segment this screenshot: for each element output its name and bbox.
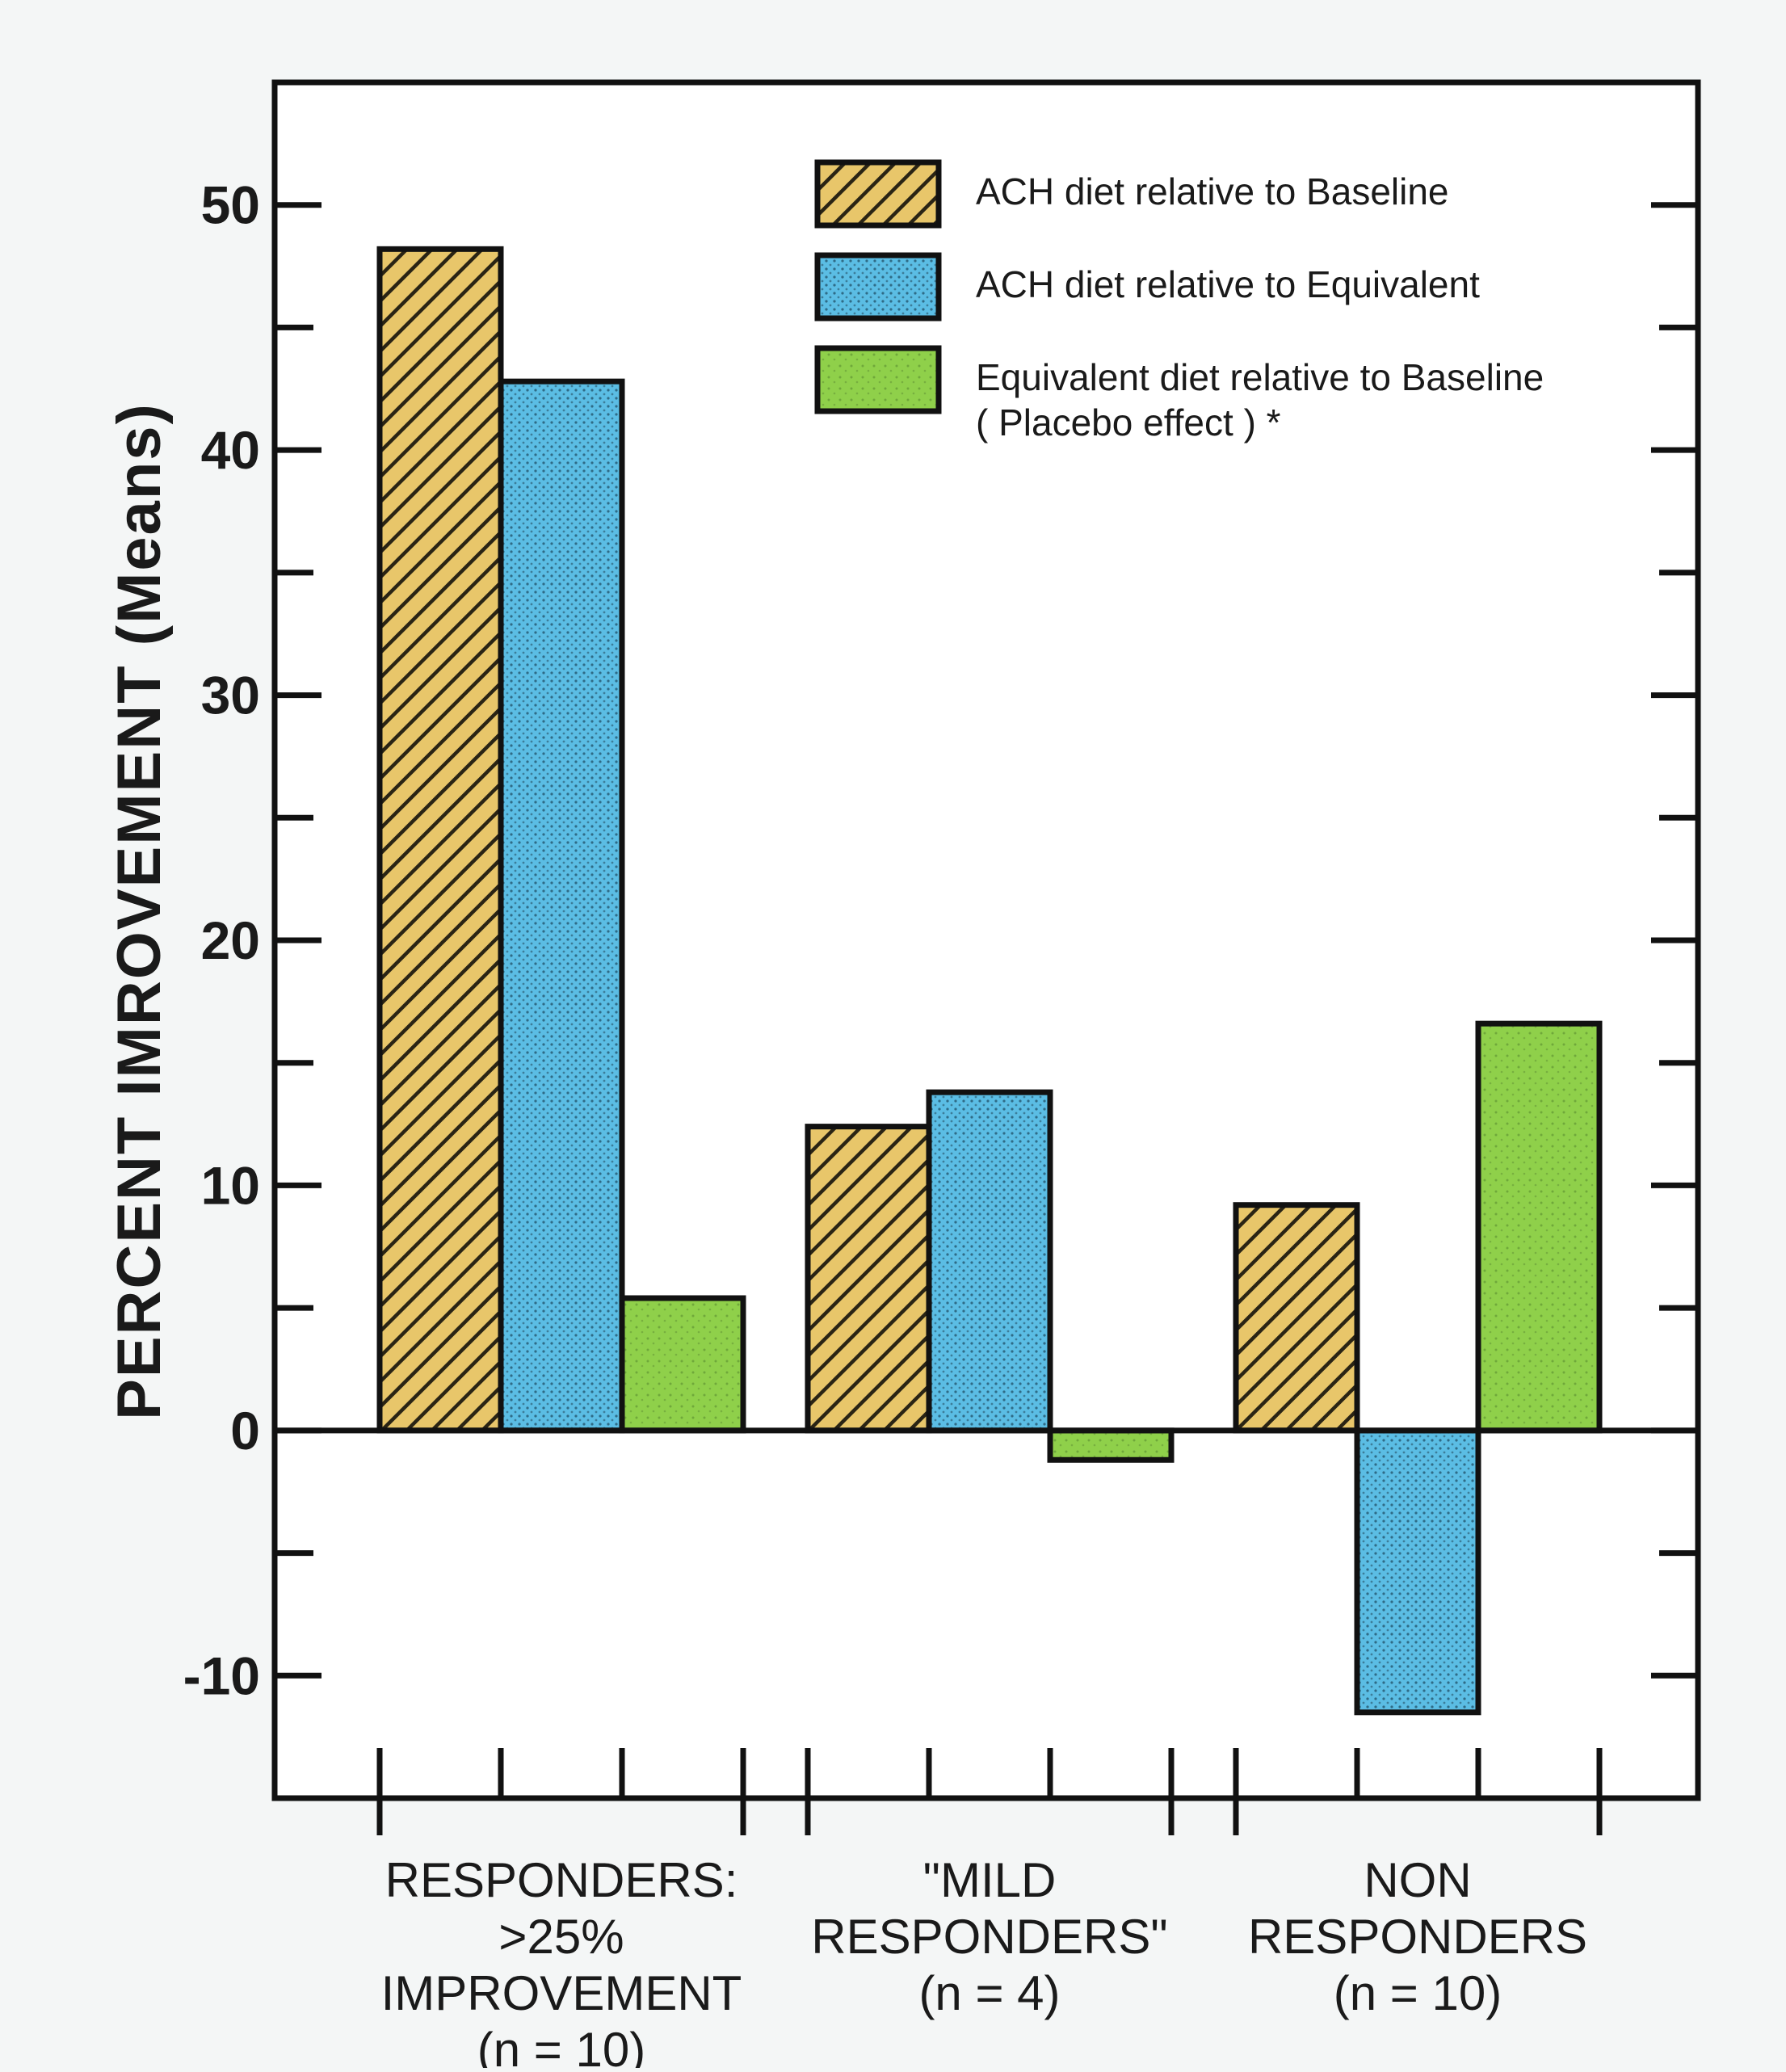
bar-1-cat-3 xyxy=(1233,1202,1360,1434)
legend-label-2: ACH diet relative to Equivalent xyxy=(976,263,1480,305)
legend-swatch-1 xyxy=(814,159,942,229)
legend-extra-line: ( Placebo effect ) * xyxy=(976,401,1281,443)
legend-label-3: Equivalent diet relative to Baseline xyxy=(976,356,1544,398)
legend-swatch-3 xyxy=(814,345,942,414)
legend-swatch-2 xyxy=(814,252,942,322)
category-label-line: RESPONDERS: xyxy=(385,1853,738,1907)
y-tick-label: 20 xyxy=(201,910,260,970)
y-tick-label: 30 xyxy=(201,666,260,725)
category-label-line: NON xyxy=(1364,1853,1471,1907)
bar-3-cat-3 xyxy=(1475,1020,1603,1434)
category-label-line: RESPONDERS xyxy=(1248,1910,1587,1964)
category-label-line: >25% xyxy=(498,1910,624,1964)
bar-2-cat-1 xyxy=(498,378,625,1434)
legend-label-1: ACH diet relative to Baseline xyxy=(976,170,1449,212)
y-tick-label: 0 xyxy=(230,1401,260,1460)
y-tick-label: -10 xyxy=(183,1645,260,1705)
bar-1-cat-2 xyxy=(805,1124,932,1434)
y-tick-label: 50 xyxy=(201,175,260,235)
bar-1-cat-1 xyxy=(376,246,504,1434)
category-label-line: (n = 10) xyxy=(1334,1966,1502,2020)
bar-2-cat-3 xyxy=(1354,1427,1481,1716)
bar-3-cat-1 xyxy=(619,1295,746,1434)
bar-2-cat-2 xyxy=(926,1089,1053,1434)
y-axis-title: PERCENT IMROVEMENT (Means) xyxy=(105,402,174,1420)
category-label-line: IMPROVEMENT xyxy=(381,1966,742,2020)
category-label-line: "MILD xyxy=(923,1853,1057,1907)
bar-3-cat-2 xyxy=(1047,1427,1175,1463)
y-tick-label: 10 xyxy=(201,1155,260,1215)
y-tick-label: 40 xyxy=(201,420,260,480)
category-label-line: (n = 4) xyxy=(918,1966,1060,2020)
category-label-line: (n = 10) xyxy=(477,2023,645,2068)
category-label-line: RESPONDERS" xyxy=(811,1910,1167,1964)
